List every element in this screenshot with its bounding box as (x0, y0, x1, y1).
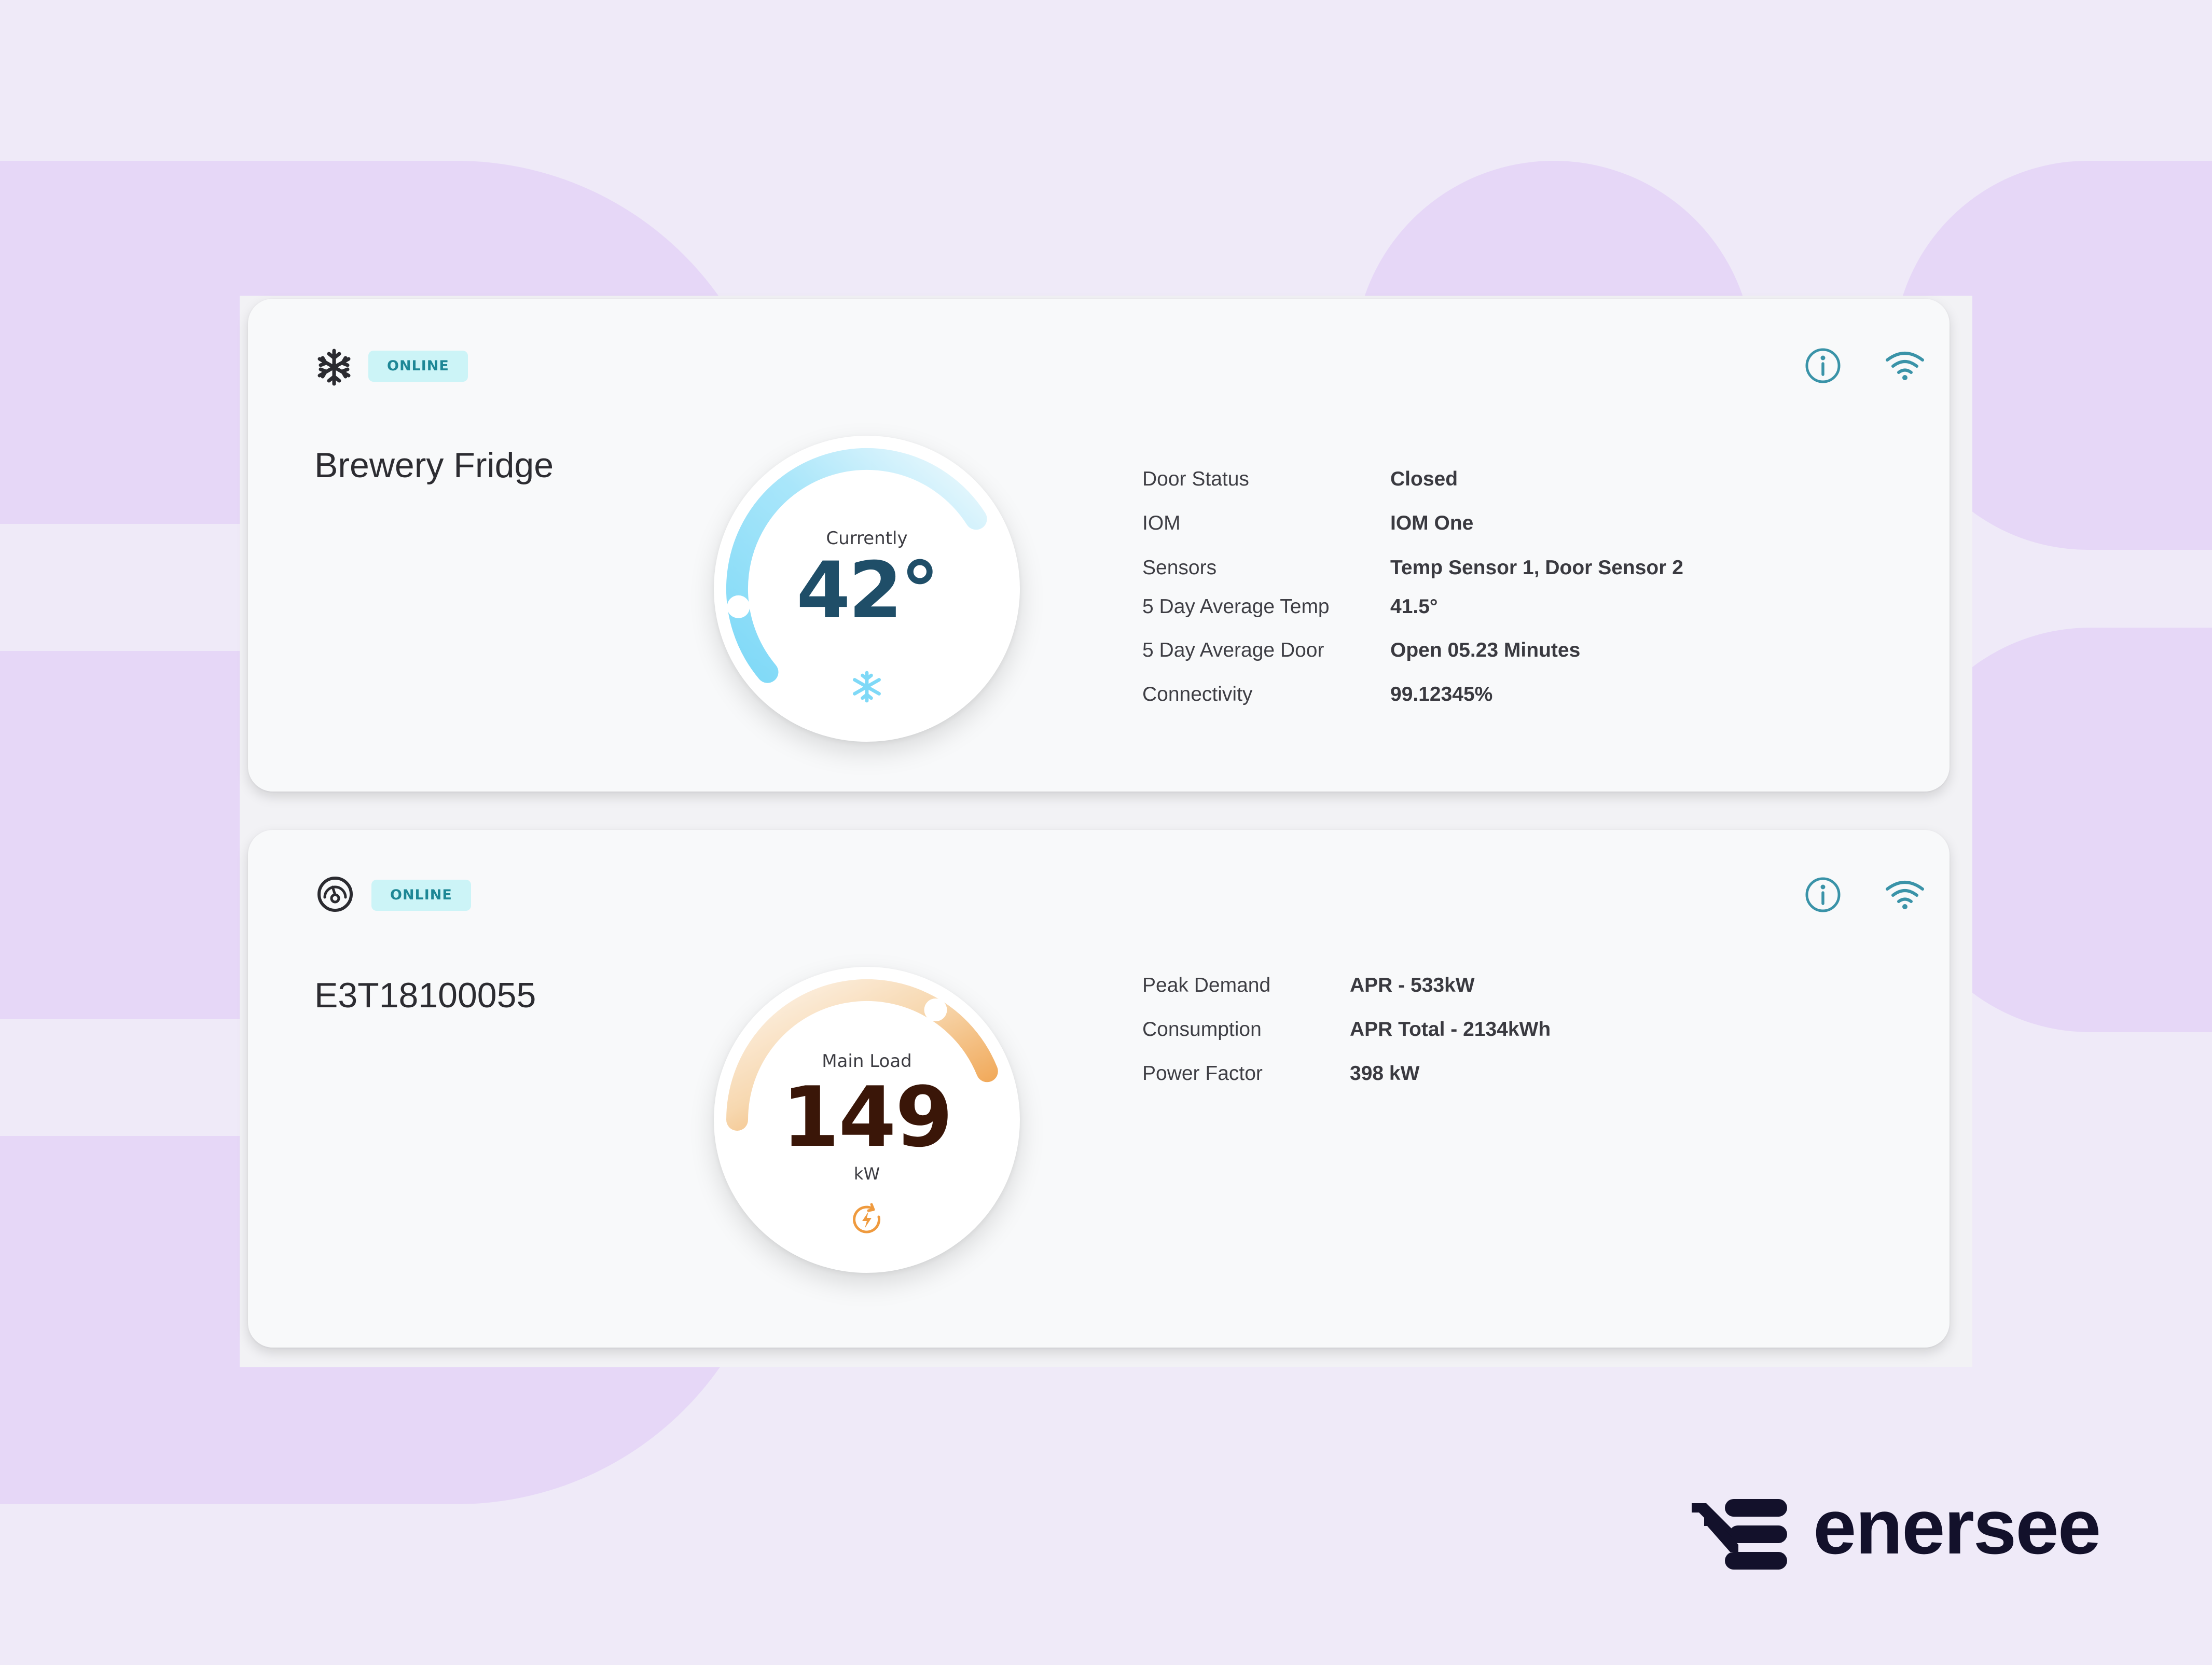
device-name: Brewery Fridge (314, 446, 554, 485)
device-card-fridge[interactable]: ONLINE Brewery Fridge Currently (248, 299, 1950, 792)
property-value: 99.12345% (1390, 683, 1493, 705)
device-card-meter[interactable]: ONLINE E3T18100055 Main Load 149 (248, 830, 1950, 1348)
gauge-label: Currently (826, 528, 908, 549)
wifi-icon[interactable] (1884, 878, 1926, 911)
power-refresh-icon (853, 1203, 881, 1233)
temperature-value: 42° (796, 546, 939, 636)
property-value: IOM One (1390, 512, 1474, 534)
info-icon[interactable] (1804, 347, 1842, 384)
property-key: Consumption (1142, 1018, 1262, 1040)
property-value: 41.5° (1390, 595, 1438, 618)
property-key: IOM (1142, 512, 1181, 534)
property-key: 5 Day Average Door (1142, 639, 1324, 661)
property-value: Open 05.23 Minutes (1390, 639, 1581, 661)
temperature-knob[interactable] (727, 595, 750, 618)
load-value: 149 (782, 1069, 953, 1166)
snowflake-icon (317, 349, 351, 386)
status-badge: ONLINE (368, 351, 468, 382)
property-key: Sensors (1142, 557, 1217, 579)
device-name: E3T18100055 (314, 976, 536, 1015)
enersee-logo-icon (1692, 1499, 1787, 1570)
brand-name: enersee (1813, 1483, 2101, 1570)
property-key: 5 Day Average Temp (1142, 595, 1330, 618)
snowflake-icon (853, 671, 881, 703)
wifi-icon[interactable] (1884, 349, 1926, 382)
property-key: Power Factor (1142, 1062, 1263, 1085)
property-value: Closed (1390, 468, 1458, 490)
load-knob[interactable] (924, 998, 947, 1021)
property-value: APR - 533kW (1350, 974, 1475, 996)
load-unit: kW (853, 1164, 880, 1184)
temperature-gauge: Currently 42° (714, 436, 1020, 742)
property-value: APR Total - 2134kWh (1350, 1018, 1551, 1040)
property-value: Temp Sensor 1, Door Sensor 2 (1390, 557, 1683, 579)
info-icon[interactable] (1804, 876, 1842, 913)
property-key: Connectivity (1142, 683, 1253, 705)
property-key: Peak Demand (1142, 974, 1271, 996)
status-badge: ONLINE (371, 880, 471, 911)
property-key: Door Status (1142, 468, 1249, 490)
load-gauge: Main Load 149 kW (714, 967, 1020, 1273)
property-value: 398 kW (1350, 1062, 1420, 1085)
gauge-label: Main Load (822, 1051, 912, 1072)
power-meter-icon (317, 877, 353, 912)
load-arc (726, 979, 998, 1131)
